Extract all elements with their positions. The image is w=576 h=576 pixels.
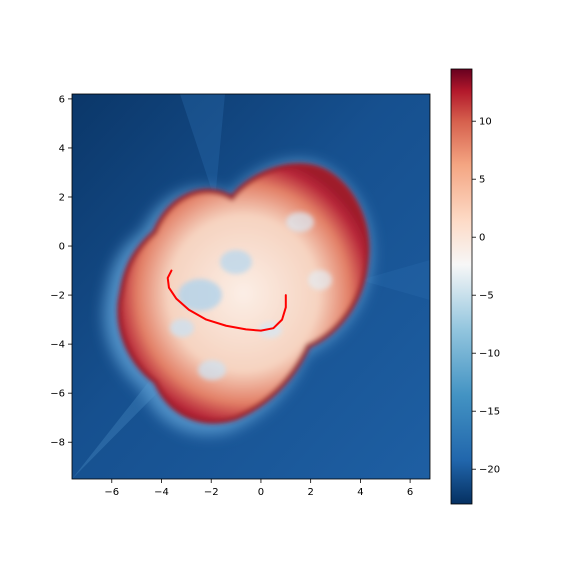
colorbar: −20 −15 −10 −5 0 5 10 [450,68,500,505]
field-streak [72,380,165,479]
y-tick-label: −2 [50,291,65,302]
y-tick-label: 4 [59,143,65,154]
blob-patch [198,360,226,380]
blob [117,163,370,424]
y-tick-label: 0 [59,242,65,253]
blob-patch [170,319,194,337]
colorbar-tick-label: −5 [479,291,494,302]
field-streak [180,94,225,200]
x-tick-label: −2 [204,487,219,498]
y-axis: −8 −6 −4 −2 0 2 4 6 [50,94,72,449]
blob-patch [286,212,314,232]
colorbar-ticks: −20 −15 −10 −5 0 5 10 [472,117,500,476]
colorbar-gradient [451,69,472,504]
blob-patch [220,250,252,274]
plot-area [72,94,430,479]
x-tick-label: −4 [154,487,169,498]
colorbar-tick-label: −10 [479,349,500,360]
y-tick-label: −8 [50,438,65,449]
series-layer [166,269,287,332]
colorbar-tick-label: −20 [479,465,500,476]
colorbar-tick-label: 5 [479,175,485,186]
colorbar-tick-label: 10 [479,117,492,128]
x-axis: −6 −4 −2 0 2 4 6 [104,479,413,498]
x-tick-label: 6 [407,487,413,498]
y-tick-label: 2 [59,192,65,203]
plot-frame [71,93,431,480]
x-tick-label: 4 [357,487,363,498]
colorbar-frame [450,68,473,505]
blob-patch [178,279,222,311]
x-tick-label: 0 [258,487,264,498]
red-curve-line [166,269,287,332]
y-tick-label: −4 [50,340,65,351]
colorbar-tick-label: −15 [479,407,500,418]
y-tick-label: 6 [59,94,65,105]
y-tick-label: −6 [50,389,65,400]
field-streak [360,260,430,300]
colorbar-tick-label: 0 [479,233,485,244]
x-tick-label: 2 [307,487,313,498]
x-tick-label: −6 [104,487,119,498]
blob-patch [308,270,332,290]
